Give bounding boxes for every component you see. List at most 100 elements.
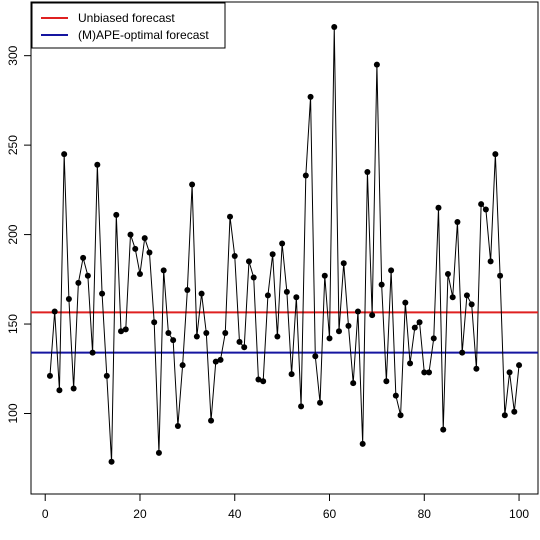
- x-tick-label: 60: [323, 507, 337, 521]
- data-point: [298, 403, 305, 410]
- data-point: [65, 295, 72, 302]
- legend-label-unbiased: Unbiased forecast: [78, 11, 175, 25]
- data-point: [331, 24, 338, 31]
- data-point: [165, 329, 172, 336]
- data-point: [326, 335, 333, 342]
- data-point: [212, 358, 219, 365]
- x-tick-label: 40: [228, 507, 242, 521]
- data-point: [103, 372, 110, 379]
- data-point: [392, 392, 399, 399]
- data-point: [345, 322, 352, 329]
- data-point: [260, 378, 267, 385]
- data-point: [245, 258, 252, 265]
- data-point: [193, 333, 200, 340]
- observed-series: [46, 24, 523, 465]
- data-point: [426, 369, 433, 376]
- data-point: [94, 161, 101, 168]
- data-point: [354, 308, 361, 315]
- data-point: [293, 294, 300, 301]
- data-point: [132, 245, 139, 252]
- data-point: [473, 365, 480, 372]
- x-tick-label: 20: [133, 507, 147, 521]
- data-point: [274, 333, 281, 340]
- data-point: [317, 399, 324, 406]
- legend-label-mape-optimal: (M)APE-optimal forecast: [78, 28, 209, 42]
- data-point: [411, 324, 418, 331]
- data-point: [430, 335, 437, 342]
- data-point: [46, 372, 53, 379]
- data-point: [89, 349, 96, 356]
- data-point: [122, 326, 129, 333]
- x-tick-label: 80: [418, 507, 432, 521]
- data-point: [75, 279, 82, 286]
- data-point: [56, 387, 63, 394]
- data-point: [516, 362, 523, 369]
- data-point: [241, 344, 248, 351]
- data-point: [444, 270, 451, 277]
- data-point: [497, 272, 504, 279]
- data-point: [99, 290, 106, 297]
- forecast-lines: [31, 311, 538, 354]
- data-point: [222, 329, 229, 336]
- y-tick-label: 100: [6, 403, 20, 423]
- data-point: [478, 201, 485, 208]
- data-point: [108, 458, 115, 465]
- legend-box: [31, 2, 226, 49]
- y-tick-label: 300: [6, 45, 20, 65]
- series-line: [49, 27, 520, 462]
- data-point: [340, 260, 347, 267]
- data-point: [250, 274, 257, 281]
- data-point: [307, 93, 314, 100]
- data-point: [118, 328, 125, 335]
- data-point: [373, 61, 380, 68]
- data-point: [459, 349, 466, 356]
- data-point: [217, 356, 224, 363]
- data-point: [160, 267, 167, 274]
- data-point: [198, 290, 205, 297]
- legend: Unbiased forecast (M)APE-optimal forecas…: [31, 2, 226, 49]
- data-point: [279, 240, 286, 247]
- data-point: [350, 380, 357, 387]
- data-point: [269, 251, 276, 258]
- data-point: [482, 206, 489, 213]
- data-point: [407, 360, 414, 367]
- data-point: [487, 258, 494, 265]
- x-tick-label: 0: [42, 507, 49, 521]
- data-point: [179, 362, 186, 369]
- data-point: [264, 292, 271, 299]
- data-point: [369, 312, 376, 319]
- data-point: [283, 288, 290, 295]
- data-point: [463, 292, 470, 299]
- data-point: [136, 270, 143, 277]
- data-point: [321, 272, 328, 279]
- data-point: [335, 328, 342, 335]
- data-point: [454, 219, 461, 226]
- data-point: [146, 249, 153, 256]
- data-point: [449, 294, 456, 301]
- data-point: [312, 353, 319, 360]
- data-point: [231, 253, 238, 260]
- data-point: [203, 329, 210, 336]
- data-point: [492, 151, 499, 158]
- y-tick-label: 250: [6, 135, 20, 155]
- data-point: [468, 301, 475, 308]
- data-point: [151, 319, 158, 326]
- data-point: [435, 204, 442, 211]
- data-point: [302, 172, 309, 179]
- data-point: [184, 287, 191, 294]
- data-point: [378, 281, 385, 288]
- data-point: [511, 408, 518, 415]
- data-point: [51, 308, 58, 315]
- data-point: [170, 337, 177, 344]
- data-point: [501, 412, 508, 419]
- data-point: [189, 181, 196, 188]
- data-point: [155, 449, 162, 456]
- data-point: [255, 376, 262, 383]
- data-point: [80, 254, 87, 261]
- data-point: [236, 338, 243, 345]
- data-point: [506, 369, 513, 376]
- data-point: [397, 412, 404, 419]
- data-point: [440, 426, 447, 433]
- data-point: [174, 423, 181, 430]
